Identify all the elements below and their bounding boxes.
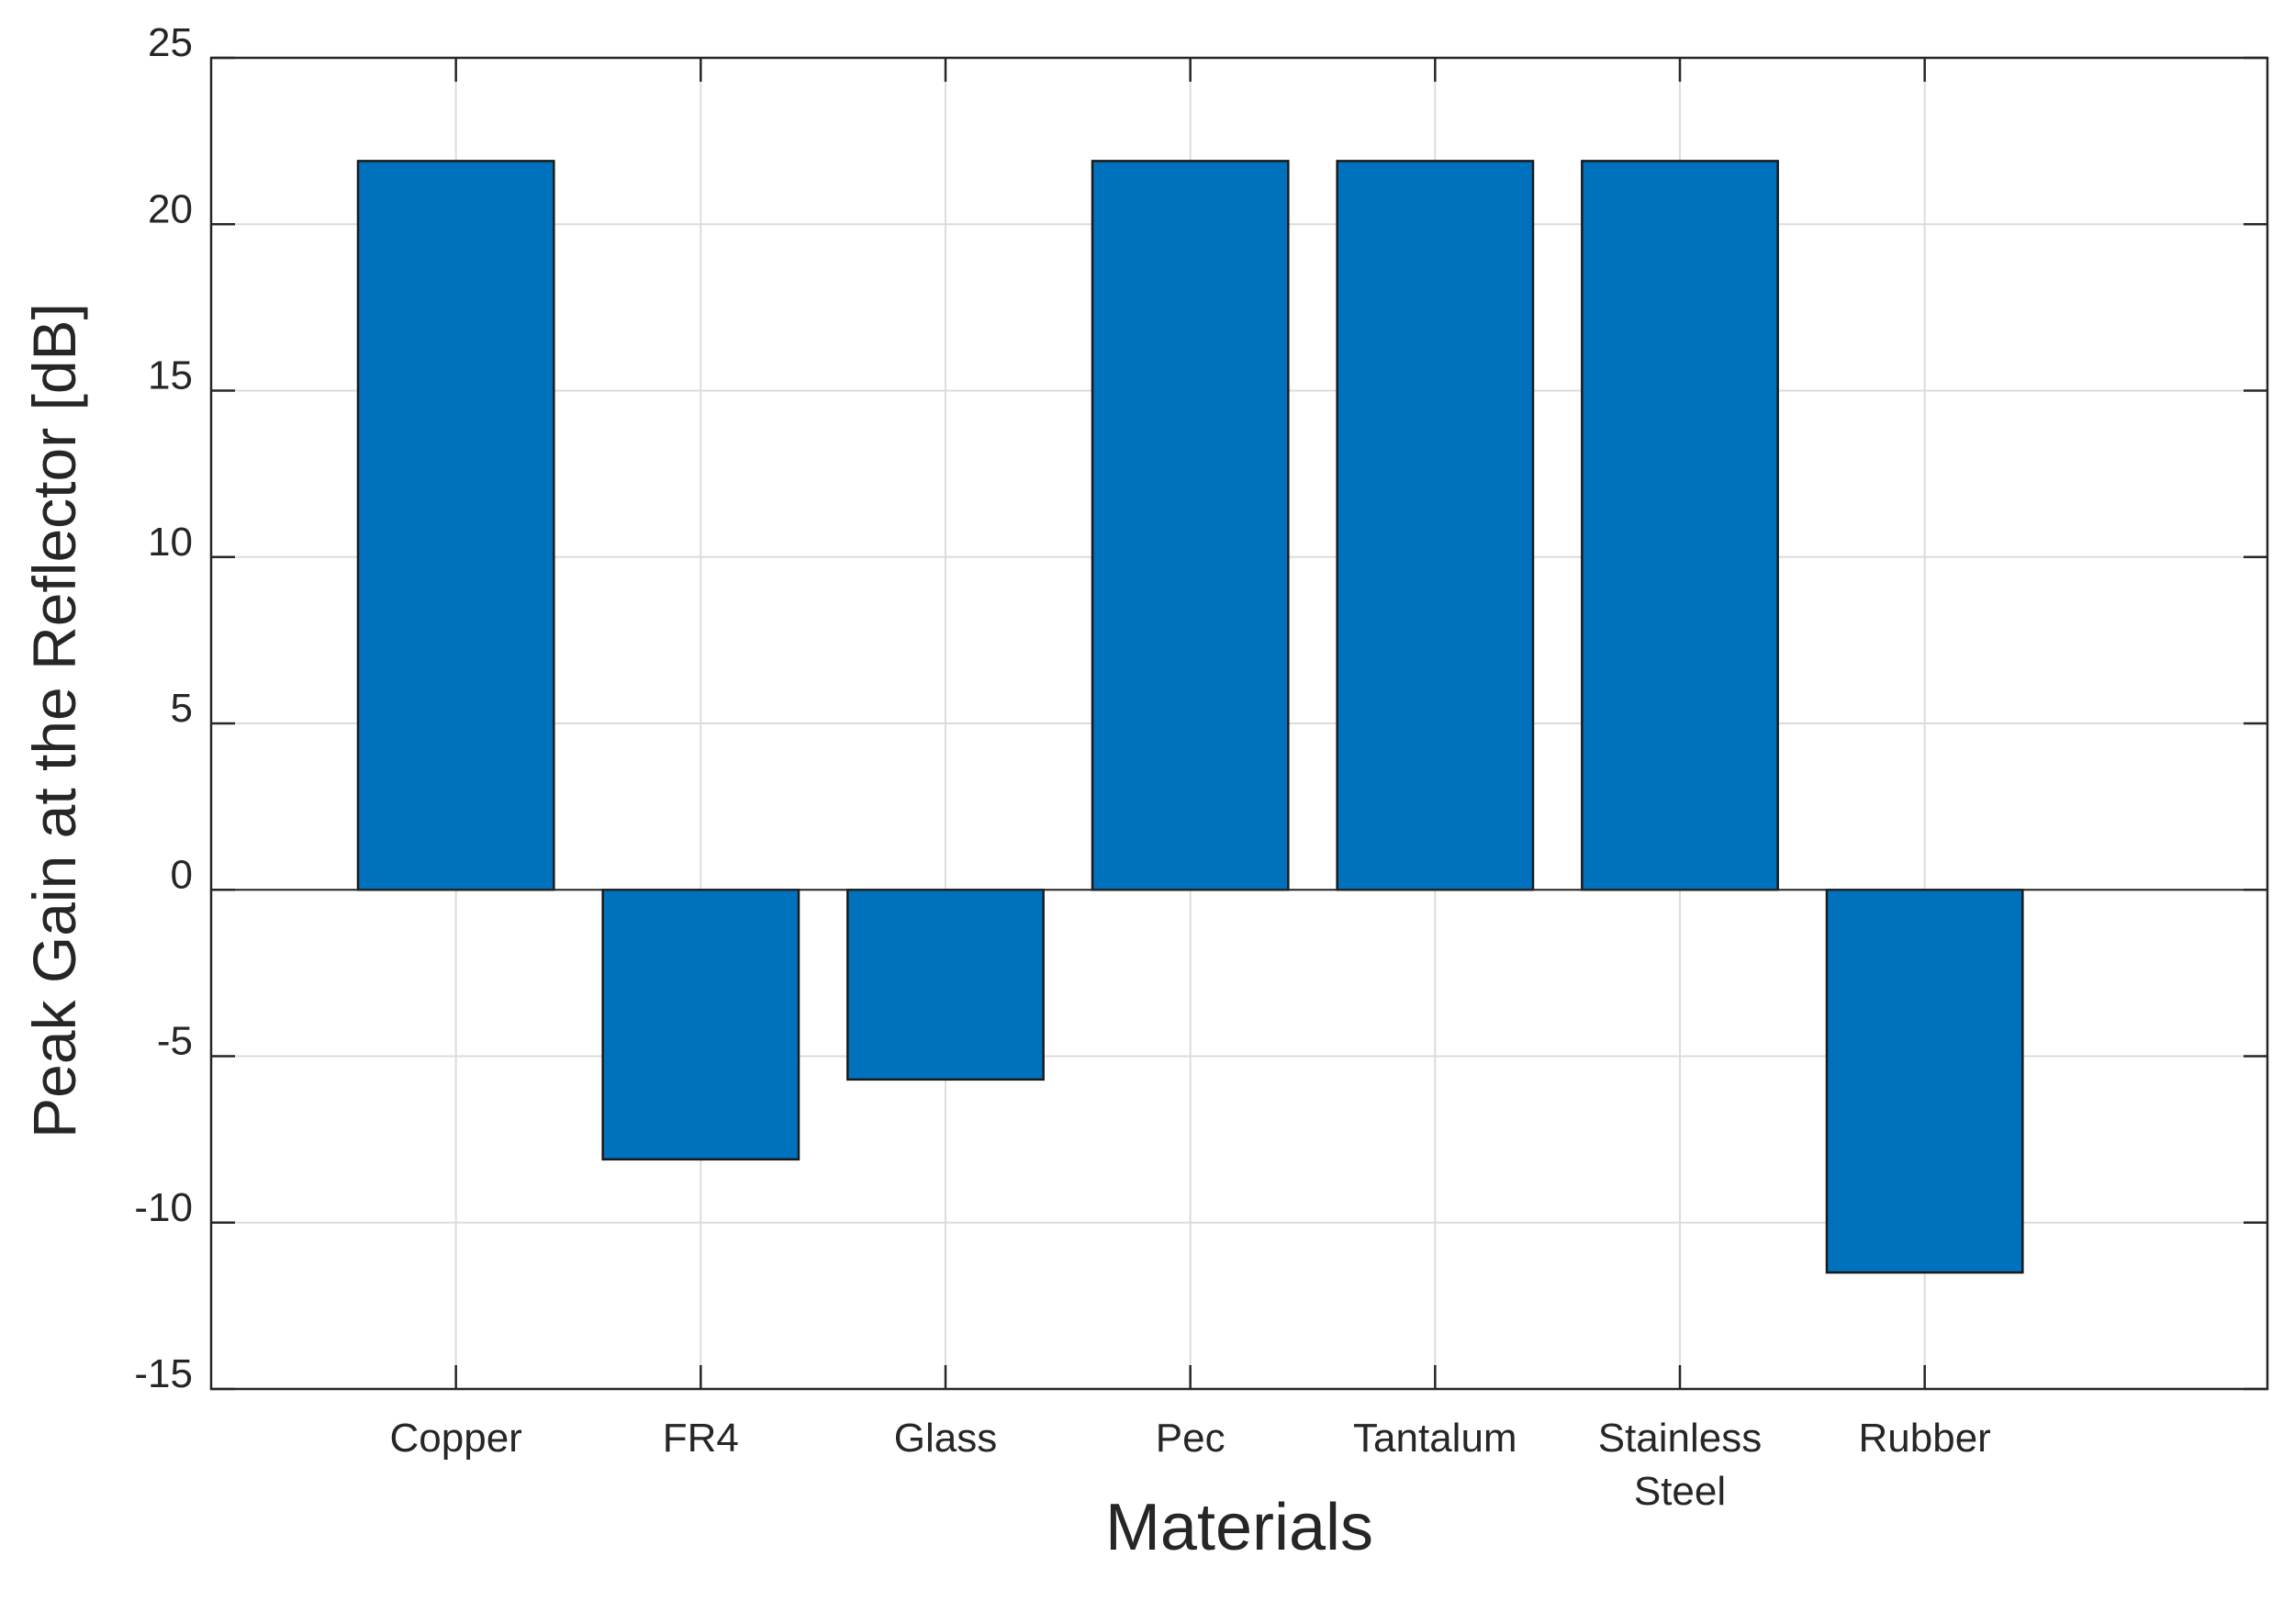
bar-rubber xyxy=(1825,889,2024,1274)
y-tick-label: 15 xyxy=(148,353,193,398)
y-tick-label: -5 xyxy=(157,1019,193,1064)
bar-glass xyxy=(846,889,1045,1081)
x-tick-label-line: Copper xyxy=(390,1416,522,1461)
bar-copper xyxy=(356,160,555,891)
x-tick-label-line: FR4 xyxy=(663,1416,739,1461)
x-tick-label: Pec xyxy=(1156,1416,1226,1461)
bar-tantalum xyxy=(1336,160,1535,891)
y-tick-label: -10 xyxy=(134,1185,193,1230)
y-tick-label: 25 xyxy=(148,20,193,65)
y-tick-label: -15 xyxy=(134,1351,193,1396)
bar-pec xyxy=(1091,160,1290,891)
x-tick-label: Tantalum xyxy=(1353,1416,1517,1461)
y-axis-title: Peak Gain at the Reflector [dB] xyxy=(20,303,88,1138)
x-tick-labels: Copper FR4 Glass Pec Tantalum Stainless Steel R… xyxy=(390,1416,1991,1514)
y-tick-label: 20 xyxy=(148,186,193,231)
x-tick-label: Rubber xyxy=(1859,1416,1991,1461)
x-tick-label-line: Stainless xyxy=(1598,1416,1763,1461)
x-tick-label-line: Glass xyxy=(894,1416,997,1461)
y-tick-label: 0 xyxy=(171,852,193,897)
y-tick-label: 10 xyxy=(148,520,193,565)
y-tick-label: 5 xyxy=(171,686,193,731)
x-tick-label: FR4 xyxy=(663,1416,739,1461)
bar-fr4 xyxy=(601,889,800,1161)
x-tick-label-line: Pec xyxy=(1156,1416,1226,1461)
x-tick-label: Glass xyxy=(894,1416,997,1461)
x-tick-label: Stainless Steel xyxy=(1598,1416,1763,1514)
bars-layer xyxy=(356,160,2024,1274)
y-tick-labels: -15 -10 -5 0 5 10 15 20 25 xyxy=(134,20,193,1396)
bar-stainless-steel xyxy=(1581,160,1779,891)
x-axis-title: Materials xyxy=(1105,1491,1373,1564)
x-tick-label-line: Rubber xyxy=(1859,1416,1991,1461)
x-tick-label-line: Steel xyxy=(1634,1469,1726,1514)
x-tick-label-line: Tantalum xyxy=(1353,1416,1517,1461)
x-tick-label: Copper xyxy=(390,1416,522,1461)
ticks-layer xyxy=(211,56,2267,1391)
